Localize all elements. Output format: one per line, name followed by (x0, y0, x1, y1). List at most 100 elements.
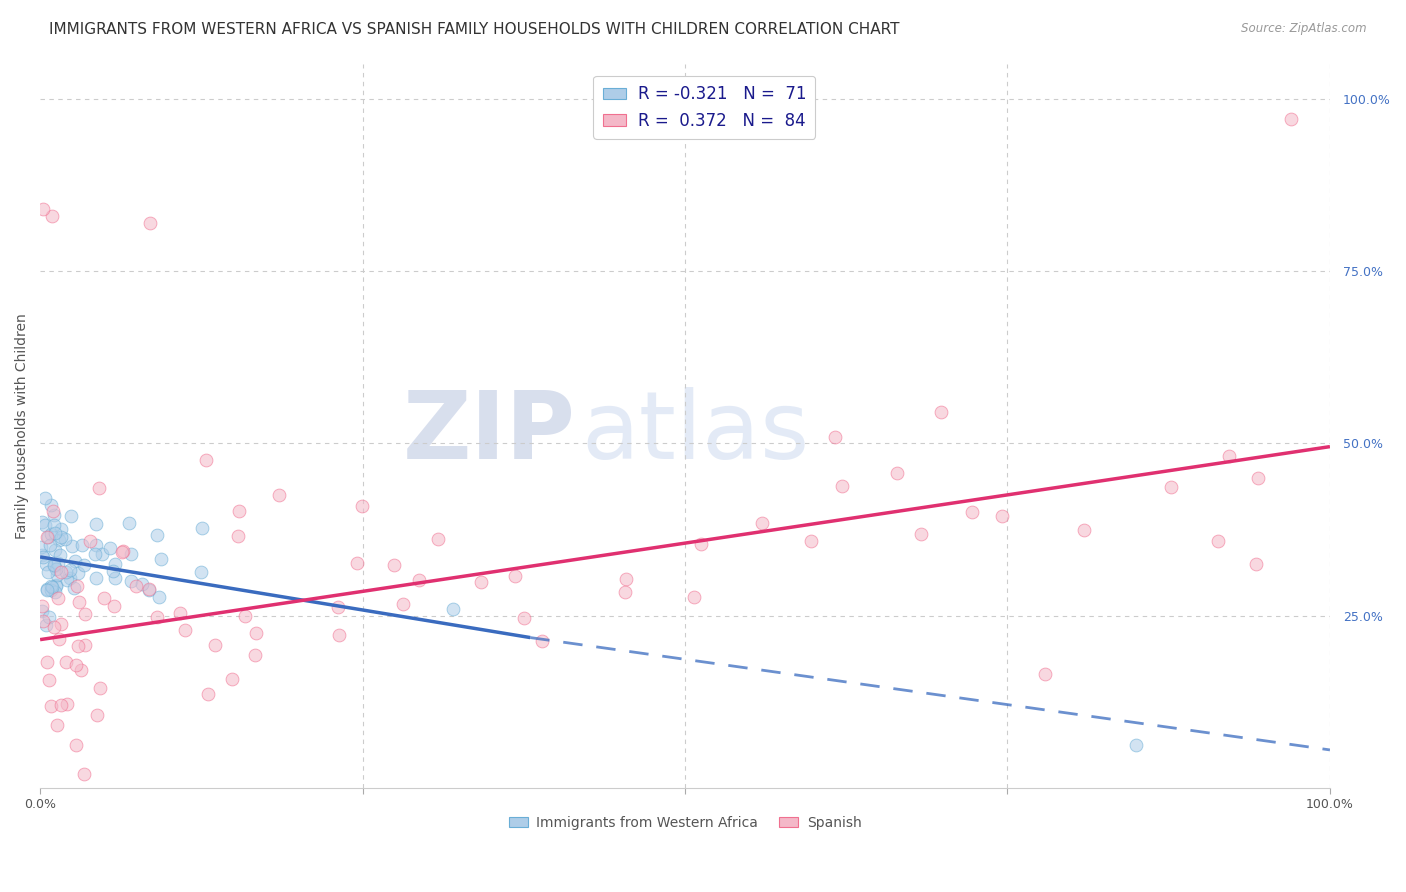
Point (614, 585, 637, 599)
Point (682, 591, 704, 605)
Point (34, 518, 56, 533)
Point (228, 504, 250, 518)
Point (48, 533, 70, 547)
Point (42, 504, 65, 518)
Point (408, 573, 430, 587)
Point (32, 614, 55, 628)
Point (48, 632, 70, 647)
Point (392, 597, 415, 611)
Point (98, 541, 121, 555)
Point (145, 528, 167, 542)
Point (31, 599, 53, 614)
Point (960, 505, 983, 519)
Point (131, 576, 153, 591)
Point (73, 558, 96, 572)
Point (66, 579, 89, 593)
Point (35, 558, 58, 572)
Point (104, 571, 127, 585)
Point (31, 515, 53, 529)
Point (174, 624, 197, 638)
Point (1160, 480, 1182, 494)
Point (51, 522, 73, 536)
Point (45, 579, 67, 593)
Point (39, 527, 62, 541)
Point (38, 673, 60, 687)
Text: ZIP: ZIP (402, 387, 575, 479)
Point (191, 521, 214, 535)
Point (45, 718, 67, 732)
Point (41, 580, 63, 594)
Point (84, 517, 107, 532)
Point (73, 607, 96, 622)
Point (800, 533, 823, 548)
Point (34, 491, 56, 506)
Point (1125, 739, 1147, 753)
Point (267, 488, 290, 502)
Point (112, 544, 135, 558)
Point (346, 557, 368, 571)
Point (103, 565, 125, 579)
Text: Source: ZipAtlas.com: Source: ZipAtlas.com (1241, 22, 1367, 36)
Point (65, 658, 87, 673)
Point (328, 628, 350, 642)
Legend: Immigrants from Western Africa, Spanish: Immigrants from Western Africa, Spanish (503, 810, 868, 835)
Point (139, 216, 162, 230)
Point (104, 557, 127, 571)
Point (84, 548, 107, 562)
Point (67, 595, 90, 609)
Point (79, 533, 101, 548)
Point (226, 529, 249, 543)
Point (138, 583, 160, 598)
Point (169, 606, 191, 620)
Point (51, 565, 73, 579)
Point (470, 575, 492, 590)
Point (89, 681, 111, 695)
Point (41, 209, 63, 223)
Point (86, 571, 108, 585)
Point (89, 481, 111, 495)
Point (38, 610, 60, 624)
Point (59, 563, 82, 577)
Point (37, 565, 59, 579)
Point (221, 672, 243, 686)
Point (350, 500, 373, 514)
Point (73, 767, 96, 781)
Point (72, 538, 94, 552)
Point (190, 565, 212, 579)
Point (103, 599, 125, 614)
Point (39, 538, 62, 552)
Point (120, 574, 142, 588)
Point (1247, 471, 1270, 485)
Point (86, 708, 108, 723)
Text: IMMIGRANTS FROM WESTERN AFRICA VS SPANISH FAMILY HOUSEHOLDS WITH CHILDREN CORREL: IMMIGRANTS FROM WESTERN AFRICA VS SPANIS… (49, 22, 900, 37)
Point (1244, 558, 1267, 572)
Point (45, 562, 67, 576)
Point (204, 638, 226, 652)
Point (39, 582, 62, 597)
Point (73, 638, 96, 652)
Point (42, 508, 65, 523)
Point (831, 479, 853, 493)
Point (63, 581, 86, 595)
Point (70, 663, 93, 677)
Point (243, 648, 266, 662)
Point (1206, 533, 1229, 548)
Point (1033, 667, 1056, 681)
Point (326, 599, 349, 614)
Point (751, 516, 773, 530)
Point (51, 616, 73, 631)
Y-axis label: Family Households with Children: Family Households with Children (15, 313, 30, 539)
Point (35, 655, 58, 669)
Point (824, 430, 846, 444)
Point (138, 582, 160, 597)
Point (45, 578, 67, 592)
Point (39, 699, 62, 714)
Point (51, 530, 73, 544)
Point (49, 548, 72, 562)
Point (65, 554, 87, 568)
Point (42, 558, 65, 573)
Point (44, 543, 66, 558)
Point (31, 548, 53, 562)
Point (60, 508, 83, 523)
Point (67, 639, 90, 653)
